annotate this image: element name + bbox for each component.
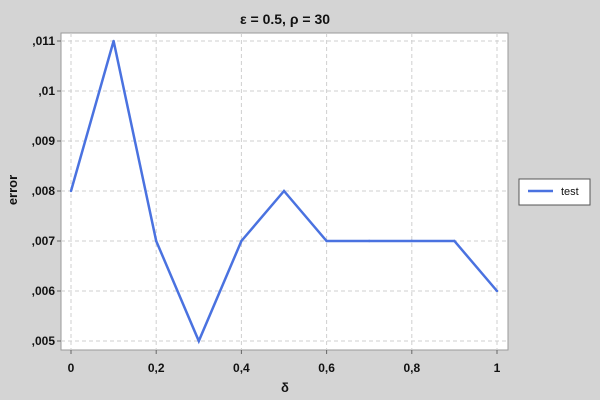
data-point <box>325 239 328 243</box>
x-tick-label: 0,2 <box>148 361 165 375</box>
y-tick-label: ,011 <box>32 34 55 48</box>
x-tick-label: 0 <box>68 361 75 375</box>
y-tick-label: ,007 <box>32 234 56 248</box>
data-point <box>155 239 158 243</box>
series-layer <box>69 39 499 345</box>
x-tick-label: 1 <box>494 361 501 375</box>
data-point <box>495 289 499 293</box>
x-tick-label: 0,8 <box>403 361 420 375</box>
y-axis-label: error <box>5 175 20 205</box>
data-point <box>197 339 200 343</box>
x-tick-label: 0,4 <box>233 361 250 375</box>
data-point <box>282 189 286 193</box>
data-point <box>240 239 243 243</box>
data-point <box>69 189 73 193</box>
y-tick-label: ,005 <box>32 334 56 348</box>
data-point <box>410 239 413 243</box>
y-tick-label: ,01 <box>38 84 55 98</box>
x-axis-label: δ <box>281 380 289 395</box>
y-tick-label: ,009 <box>32 134 56 148</box>
legend: test <box>518 178 591 206</box>
legend-label: test <box>561 186 579 198</box>
x-tick-label: 0,6 <box>318 361 335 375</box>
data-point <box>453 239 456 243</box>
y-tick-label: ,006 <box>32 284 56 298</box>
y-tick-label: ,008 <box>32 184 56 198</box>
axes: 0 0,2 0,4 0,6 0,8 1 ,005 ,006 ,007 ,008 ,009 ,01 ,01… <box>32 34 501 375</box>
chart-title: ε = 0.5, ρ = 30 <box>240 11 330 27</box>
data-point <box>368 239 371 243</box>
data-point <box>112 39 115 43</box>
